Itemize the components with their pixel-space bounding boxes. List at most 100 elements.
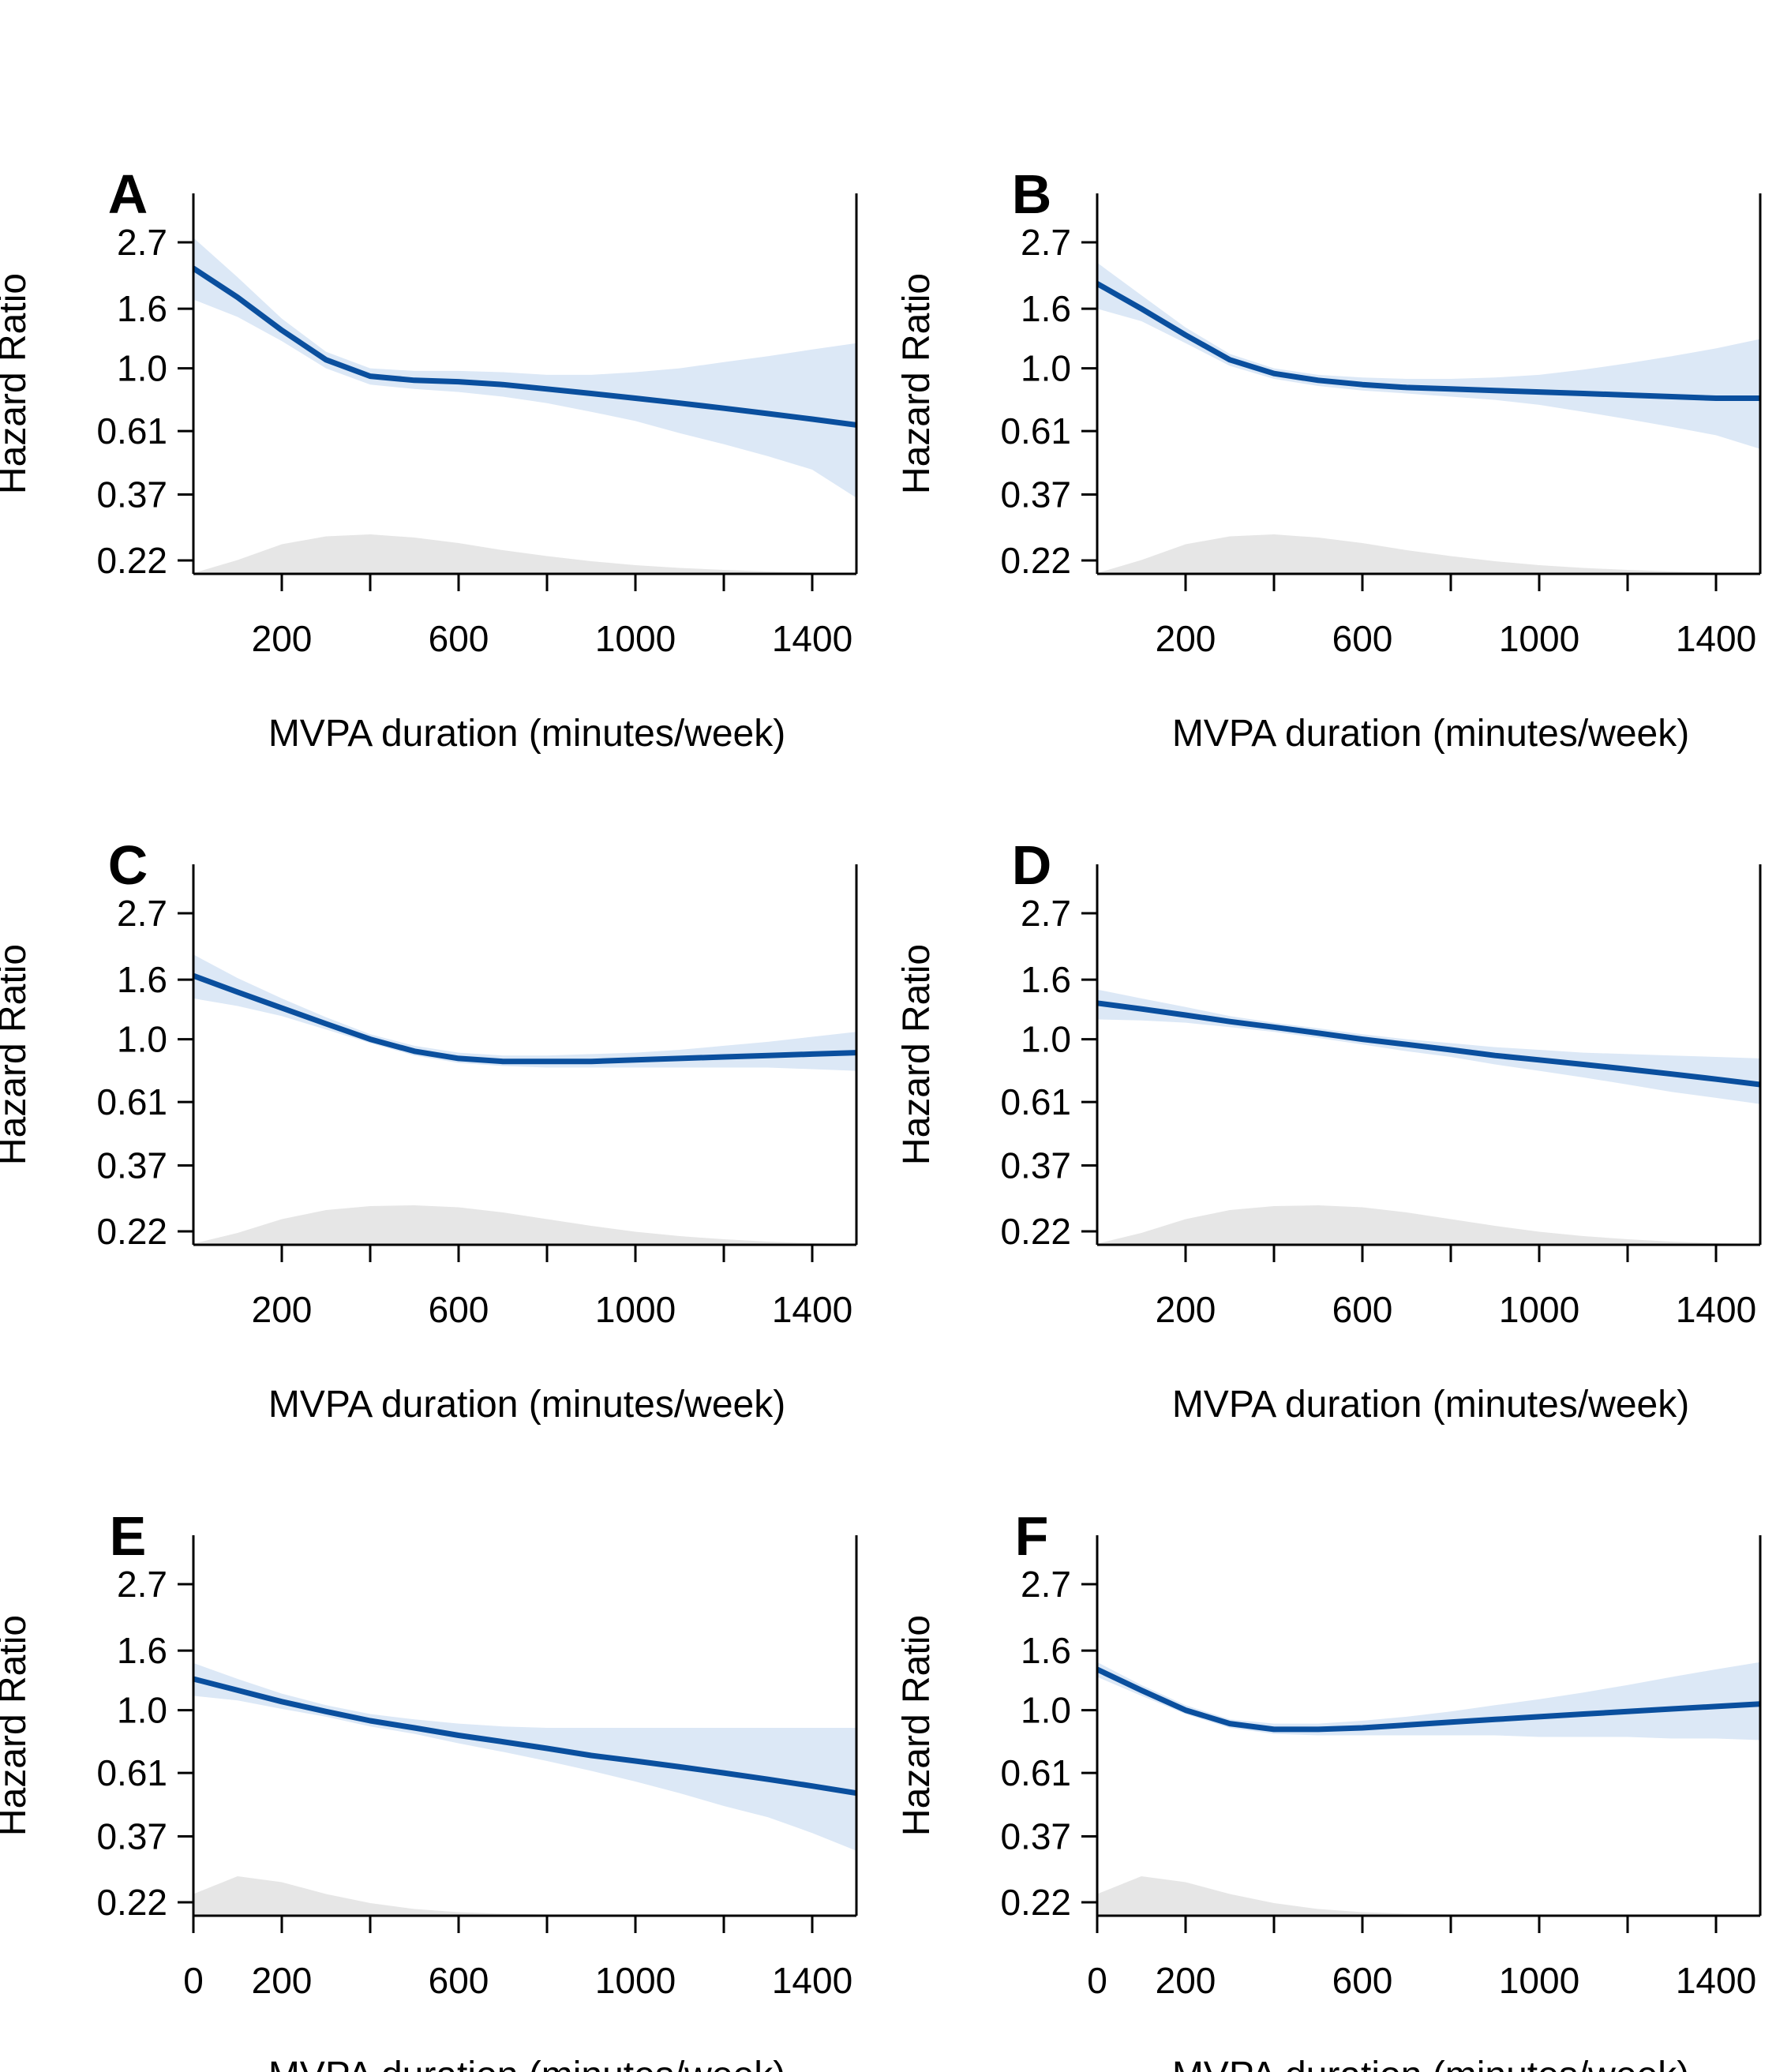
y-tick-label: 1.6 [117, 288, 167, 329]
y-tick-label: 2.7 [117, 1564, 167, 1605]
x-axis-title: MVPA duration (minutes/week) [268, 713, 785, 755]
x-tick-label: 600 [429, 1289, 489, 1330]
panel-f: 0.22 0.37 0.61 1.0 1.6 2.7 0 200 600 1000 1400 MVPA… [896, 1505, 1762, 2072]
plot-area [193, 1662, 856, 1916]
y-tick-label: 1.0 [1021, 348, 1071, 389]
y-tick-label: 0.61 [1000, 410, 1071, 451]
x-tick-label: 200 [1156, 1960, 1216, 2001]
hazard-ratio-line [193, 1676, 856, 1797]
x-tick-label: 1000 [595, 1289, 676, 1330]
x-tick-label: 0 [1087, 1960, 1107, 2001]
y-tick-label: 2.7 [117, 222, 167, 263]
y-tick-label: 0.37 [96, 1815, 167, 1857]
y-tick-label: 0.61 [96, 1752, 167, 1793]
y-tick-label: 0.37 [1000, 1815, 1071, 1857]
y-tick-label: 0.37 [1000, 474, 1071, 515]
x-tick-label: 200 [252, 1289, 313, 1330]
panel-letter: B [1012, 163, 1052, 225]
y-axis-title: Hazard Ratio [0, 944, 34, 1165]
confidence-band [193, 238, 856, 498]
panel-a: 0.22 0.37 0.61 1.0 1.6 2.7 200 600 1000 1400 MVPA … [0, 163, 858, 755]
panel-d: 0.22 0.37 0.61 1.0 1.6 2.7 200 600 1000 1400 MVPA … [896, 834, 1762, 1426]
x-tick-label: 1000 [1499, 618, 1579, 659]
plot-area [193, 238, 856, 574]
x-tick-label: 1400 [772, 1289, 852, 1330]
y-tick-label: 1.6 [117, 959, 167, 1000]
panel-letter: C [108, 834, 148, 896]
y-tick-label: 2.7 [1021, 893, 1071, 934]
x-axis-title: MVPA duration (minutes/week) [1172, 1384, 1689, 1426]
panel-letter: F [1015, 1505, 1049, 1567]
x-tick-label: 1000 [1499, 1289, 1579, 1330]
y-tick-label: 0.37 [96, 474, 167, 515]
density-area [1097, 1876, 1760, 1916]
hazard-ratio-line [1097, 1666, 1760, 1733]
y-tick-label: 1.0 [117, 348, 167, 389]
x-tick-label: 1000 [1499, 1960, 1579, 2001]
confidence-band [193, 954, 856, 1071]
density-area [193, 1205, 856, 1245]
confidence-band [193, 1662, 856, 1851]
x-tick-label: 200 [252, 1960, 313, 2001]
x-tick-label: 1000 [595, 1960, 676, 2001]
x-tick-label: 600 [429, 1960, 489, 2001]
density-area [193, 1876, 856, 1916]
y-tick-label: 2.7 [1021, 222, 1071, 263]
y-tick-label: 0.61 [1000, 1752, 1071, 1793]
panel-letter: A [108, 163, 148, 225]
y-tick-label: 0.37 [96, 1145, 167, 1186]
density-area [1097, 1205, 1760, 1245]
y-tick-label: 1.6 [1021, 288, 1071, 329]
y-tick-label: 2.7 [117, 893, 167, 934]
hazard-ratio-line [1097, 1000, 1760, 1088]
y-axis-title: Hazard Ratio [0, 1615, 34, 1836]
plot-area [1097, 262, 1760, 574]
y-tick-label: 1.0 [1021, 1690, 1071, 1731]
y-tick-label: 1.0 [1021, 1019, 1071, 1060]
y-tick-label: 0.22 [1000, 1211, 1071, 1252]
y-tick-label: 2.7 [1021, 1564, 1071, 1605]
plot-area [1097, 1662, 1760, 1916]
x-tick-label: 1400 [1676, 1960, 1756, 2001]
panel-b: 0.22 0.37 0.61 1.0 1.6 2.7 200 600 1000 1400 MVPA … [896, 163, 1762, 755]
y-tick-label: 1.0 [117, 1690, 167, 1731]
x-tick-label: 600 [1332, 1289, 1393, 1330]
y-axis-title: Hazard Ratio [0, 273, 34, 494]
panel-c: 0.22 0.37 0.61 1.0 1.6 2.7 200 600 1000 1400 MVPA … [0, 834, 858, 1426]
y-axis-title: Hazard Ratio [896, 944, 938, 1165]
x-tick-label: 600 [429, 618, 489, 659]
density-area [1097, 534, 1760, 574]
x-axis-title: MVPA duration (minutes/week) [1172, 2055, 1689, 2072]
y-tick-label: 0.22 [96, 540, 167, 581]
x-tick-label: 600 [1332, 1960, 1393, 2001]
x-tick-label: 200 [1156, 1289, 1216, 1330]
y-tick-label: 0.61 [96, 410, 167, 451]
x-tick-label: 1400 [1676, 1289, 1756, 1330]
y-tick-label: 0.22 [1000, 540, 1071, 581]
plot-area [1097, 989, 1760, 1245]
confidence-band [1097, 1662, 1760, 1740]
y-axis-title: Hazard Ratio [896, 273, 938, 494]
hazard-ratio-line [1097, 280, 1760, 401]
y-tick-label: 0.61 [96, 1081, 167, 1122]
x-axis-title: MVPA duration (minutes/week) [1172, 713, 1689, 755]
y-tick-label: 0.37 [1000, 1145, 1071, 1186]
y-tick-label: 1.6 [1021, 959, 1071, 1000]
y-tick-label: 1.0 [117, 1019, 167, 1060]
x-tick-label: 600 [1332, 618, 1393, 659]
panel-e: 0.22 0.37 0.61 1.0 1.6 2.7 0 200 600 1000 1400 MVPA… [0, 1505, 858, 2072]
y-tick-label: 0.22 [96, 1882, 167, 1923]
hazard-ratio-line [193, 265, 856, 428]
y-tick-label: 1.6 [117, 1630, 167, 1671]
panel-letter: D [1012, 834, 1052, 896]
x-tick-label: 0 [183, 1960, 204, 2001]
x-tick-label: 1000 [595, 618, 676, 659]
density-area [193, 534, 856, 574]
x-tick-label: 1400 [772, 1960, 852, 2001]
y-tick-label: 1.6 [1021, 1630, 1071, 1671]
x-tick-label: 200 [252, 618, 313, 659]
x-tick-label: 200 [1156, 618, 1216, 659]
x-tick-label: 1400 [1676, 618, 1756, 659]
panel-letter: E [110, 1505, 147, 1567]
